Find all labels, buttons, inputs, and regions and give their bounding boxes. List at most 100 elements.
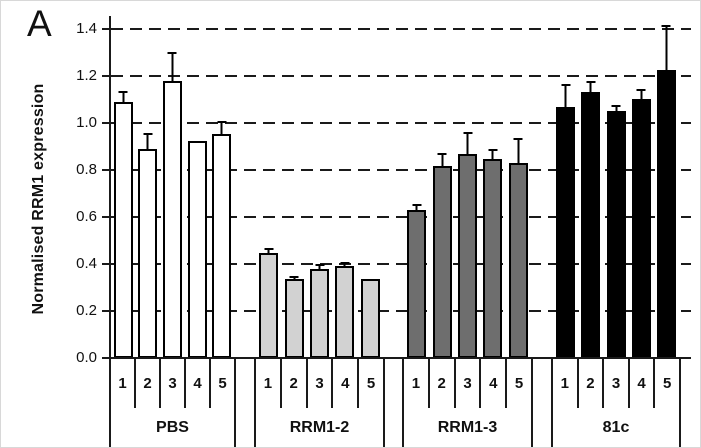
category-label: 2	[579, 358, 605, 408]
bar-81c-4	[631, 89, 651, 358]
error-bar-line	[665, 25, 668, 72]
gridline	[111, 216, 691, 218]
error-bar-line	[293, 276, 296, 281]
bar-rrm1-2-5	[360, 279, 380, 358]
category-label: 3	[456, 358, 482, 408]
error-bar	[561, 84, 571, 109]
error-bar-cap	[167, 52, 177, 54]
error-bar-cap	[636, 89, 646, 91]
y-axis-tick-label: 0.4	[76, 255, 97, 272]
error-bar-cap	[315, 264, 325, 266]
bar-rrm1-3-3	[458, 132, 478, 358]
bar-slot	[209, 16, 234, 358]
error-bar-line	[615, 105, 617, 113]
error-bar	[661, 25, 671, 72]
bar-slot	[404, 16, 429, 358]
error-bar-line	[466, 132, 469, 156]
y-axis-tick	[102, 263, 113, 265]
bar-slot	[480, 16, 505, 358]
category-label: 4	[481, 358, 508, 408]
bar-81c-3	[606, 105, 626, 358]
error-bar-line	[491, 149, 494, 161]
error-bar	[463, 132, 473, 156]
axis-group-rrm1-2: 1 2 3 4 5 RRM1-2	[254, 358, 385, 447]
category-label: 4	[630, 358, 656, 408]
y-axis-tick-label: 1.4	[76, 20, 97, 37]
y-axis-tick	[102, 357, 113, 359]
y-axis-tick	[102, 28, 113, 30]
y-axis-tick-label: 1.2	[76, 67, 97, 84]
category-label: 1	[111, 358, 136, 408]
error-bar	[340, 262, 350, 268]
error-bar-cap	[412, 204, 422, 206]
error-bar	[143, 133, 153, 151]
bar-rrm1-3-4	[483, 149, 503, 358]
bar-81c-2	[581, 81, 601, 358]
category-label: 3	[308, 358, 334, 408]
error-bar-line	[517, 138, 520, 165]
gridline	[111, 122, 691, 124]
error-bar-line	[122, 91, 125, 104]
bar-group-81c	[553, 16, 679, 358]
bar-rrm1-2-1	[259, 248, 279, 358]
error-bar-cap	[118, 91, 128, 93]
bar-pbs-5	[212, 121, 232, 358]
bar-slot	[185, 16, 210, 358]
error-bar-line	[318, 264, 321, 271]
category-label: 1	[256, 358, 282, 408]
y-axis-tick-label: 0.0	[76, 349, 97, 366]
error-bar-cap	[611, 105, 621, 107]
error-bar	[264, 248, 274, 255]
gridline	[111, 263, 691, 265]
y-axis-tick	[102, 75, 113, 77]
bar-pbs-2	[138, 133, 158, 358]
category-label: 2	[136, 358, 161, 408]
bar-slot	[629, 16, 654, 358]
y-axis-line	[109, 16, 111, 358]
error-bar	[636, 89, 646, 101]
error-bar-line	[640, 89, 643, 101]
error-bar-cap	[192, 141, 202, 143]
gridline	[111, 75, 691, 77]
y-axis-tick	[102, 310, 113, 312]
y-axis-tick	[102, 122, 113, 124]
bar-group-rrm1-2	[256, 16, 383, 358]
error-bar-cap	[437, 153, 447, 155]
bar-slot	[136, 16, 161, 358]
y-axis-tick	[102, 216, 113, 218]
error-bar	[412, 204, 422, 212]
bar-rrm1-2-2	[284, 276, 304, 358]
bar-slot	[429, 16, 454, 358]
error-bar	[118, 91, 128, 104]
gridline	[111, 28, 691, 30]
bar-slot	[654, 16, 679, 358]
y-axis-title: Normalised RRM1 expression	[30, 83, 47, 315]
error-bar	[217, 121, 227, 136]
y-axis-tick-label: 0.6	[76, 208, 97, 225]
error-bar-cap	[340, 262, 350, 264]
error-bar-line	[343, 262, 346, 268]
bar-rrm1-3-1	[407, 204, 427, 358]
error-bar-line	[220, 121, 223, 136]
bar-slot	[332, 16, 357, 358]
bar-slot	[281, 16, 306, 358]
bar-pbs-4	[187, 141, 207, 358]
bar-rrm1-2-3	[310, 264, 330, 358]
bar-slot	[553, 16, 578, 358]
axis-group-81c: 1 2 3 4 5 81c	[551, 358, 681, 447]
axis-group-rrm1-3: 1 2 3 4 5 RRM1-3	[402, 358, 533, 447]
bar-group-rrm1-3	[404, 16, 531, 358]
error-bar-cap	[264, 248, 274, 250]
group-label-rrm1-2: RRM1-2	[289, 418, 350, 436]
error-bar-line	[267, 248, 270, 255]
error-bar-line	[441, 153, 444, 168]
y-axis-tick-label: 0.8	[76, 161, 97, 178]
y-axis-tick-label: 1.0	[76, 114, 97, 131]
bar-rrm1-3-2	[432, 153, 452, 358]
x-axis-line	[111, 357, 691, 359]
category-label: 5	[514, 374, 524, 392]
error-bar	[167, 52, 177, 83]
bar-pbs-3	[162, 52, 182, 358]
bar-slot	[603, 16, 628, 358]
error-bar-line	[146, 133, 149, 151]
